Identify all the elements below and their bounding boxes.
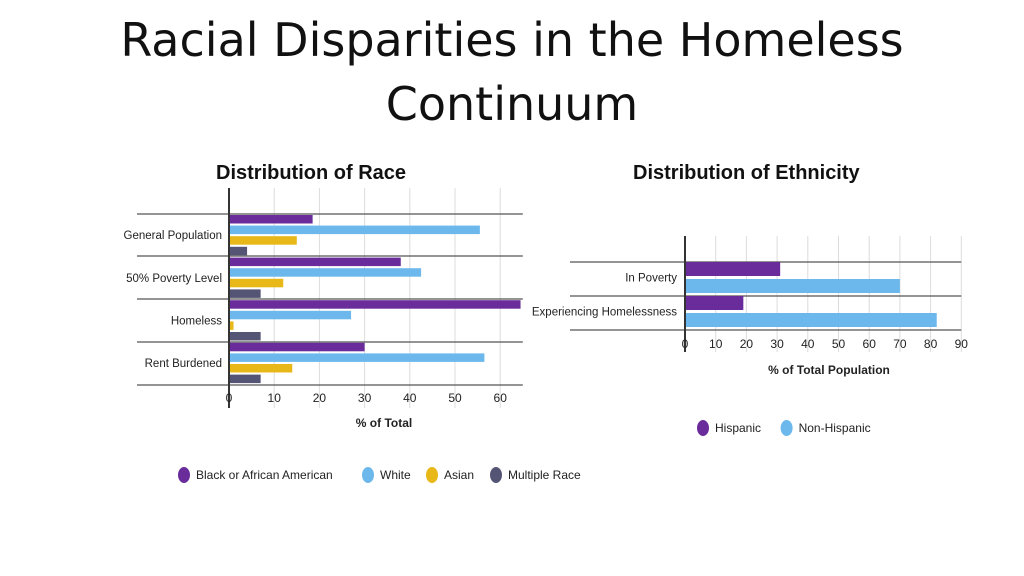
- ethnicity-tick-label: 90: [955, 337, 969, 351]
- ethnicity-legend-label-non-hispanic: Non-Hispanic: [799, 421, 871, 435]
- race-legend-swatch-asian: [426, 467, 438, 483]
- ethnicity-tick-label: 70: [893, 337, 907, 351]
- race-bar-white-50-poverty-level: [229, 268, 422, 277]
- race-legend-swatch-white: [362, 467, 374, 483]
- ethnicity-bar-hispanic-in-poverty: [685, 262, 781, 276]
- ethnicity-bar-non-hispanic-experiencing-homelessness: [685, 313, 937, 327]
- race-legend-label-white: White: [380, 468, 411, 482]
- slide-title: Racial Disparities in the Homeless Conti…: [0, 8, 1024, 136]
- race-bar-asian-homeless: [229, 321, 234, 330]
- race-tick-label: 0: [226, 391, 233, 405]
- ethnicity-tick-label: 50: [832, 337, 846, 351]
- race-bar-multiple-race-homeless: [229, 332, 261, 341]
- race-bar-asian-general-population: [229, 236, 297, 245]
- ethnicity-tick-label: 60: [863, 337, 877, 351]
- race-category-label: Homeless: [171, 315, 222, 327]
- ethnicity-tick-label: 80: [924, 337, 938, 351]
- ethnicity-category-label: Experiencing Homelessness: [532, 307, 677, 319]
- race-tick-label: 40: [403, 391, 417, 405]
- race-tick-label: 50: [448, 391, 462, 405]
- race-bar-multiple-race-rent-burdened: [229, 374, 261, 384]
- race-tick-label: 20: [313, 391, 327, 405]
- race-category-label: 50% Poverty Level: [126, 273, 222, 285]
- race-bar-asian-50-poverty-level: [229, 278, 284, 288]
- race-bar-white-general-population: [229, 225, 480, 235]
- race-tick-label: 60: [494, 391, 508, 405]
- ethnicity-x-axis-title: % of Total Population: [768, 363, 890, 377]
- ethnicity-category-label: In Poverty: [625, 273, 677, 285]
- ethnicity-tick-label: 20: [740, 337, 754, 351]
- race-legend-swatch-multiple-race: [490, 467, 502, 483]
- ethnicity-chart-title: Distribution of Ethnicity: [633, 162, 860, 184]
- slide-title-line-2: Continuum: [385, 77, 639, 131]
- race-bar-multiple-race-general-population: [229, 246, 248, 256]
- race-category-label: General Population: [124, 230, 222, 242]
- ethnicity-legend-label-hispanic: Hispanic: [715, 421, 761, 435]
- race-bar-black-or-african-american-50-poverty-level: [229, 257, 401, 267]
- race-bar-white-homeless: [229, 310, 352, 320]
- ethnicity-bar-non-hispanic-in-poverty: [685, 279, 900, 293]
- race-tick-label: 30: [358, 391, 372, 405]
- ethnicity-legend-swatch-hispanic: [697, 420, 709, 436]
- race-legend-label-black-or-african-american: Black or African American: [196, 468, 333, 482]
- race-bar-black-or-african-american-general-population: [229, 215, 313, 224]
- race-x-axis-title: % of Total: [356, 416, 412, 430]
- race-bar-white-rent-burdened: [229, 353, 485, 362]
- race-bar-asian-rent-burdened: [229, 364, 293, 373]
- ethnicity-tick-label: 30: [770, 337, 784, 351]
- race-bar-black-or-african-american-rent-burdened: [229, 342, 365, 352]
- slide-title-line-1: Racial Disparities in the Homeless: [120, 13, 904, 67]
- race-tick-label: 10: [268, 391, 282, 405]
- ethnicity-bar-hispanic-experiencing-homelessness: [685, 296, 744, 310]
- race-category-label: Rent Burdened: [145, 358, 222, 370]
- race-legend-label-multiple-race: Multiple Race: [508, 468, 581, 482]
- race-legend-swatch-black-or-african-american: [178, 467, 190, 483]
- ethnicity-tick-label: 10: [709, 337, 723, 351]
- race-bar-black-or-african-american-homeless: [229, 300, 521, 309]
- race-chart-title: Distribution of Race: [216, 162, 407, 184]
- race-bar-multiple-race-50-poverty-level: [229, 289, 261, 298]
- race-legend-label-asian: Asian: [444, 468, 474, 482]
- ethnicity-legend-swatch-non-hispanic: [780, 420, 793, 436]
- ethnicity-tick-label: 40: [801, 337, 815, 351]
- ethnicity-tick-label: 0: [682, 337, 689, 351]
